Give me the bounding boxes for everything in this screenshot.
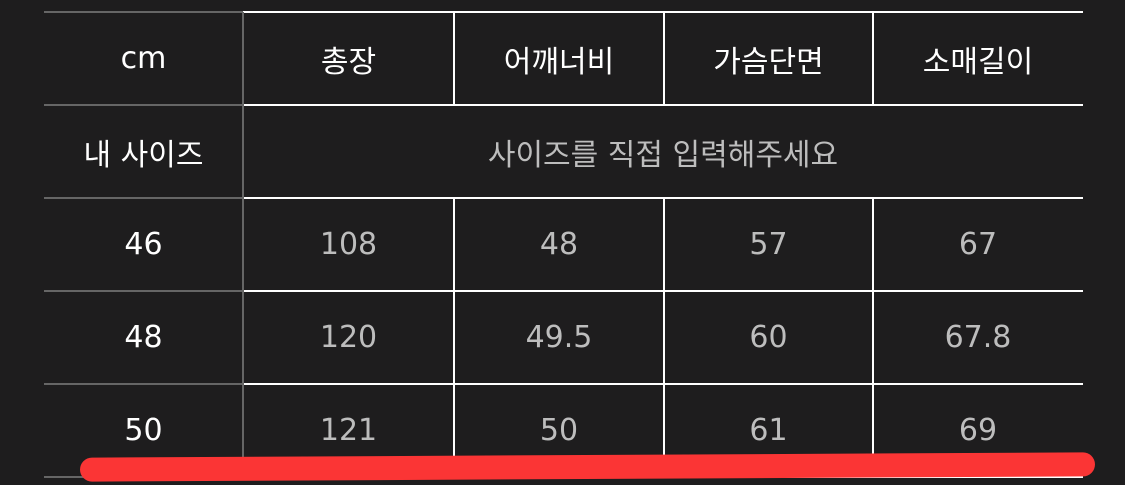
- divider: [872, 198, 874, 477]
- size-value: 50: [539, 413, 579, 448]
- divider: [44, 383, 243, 385]
- size-value: 67.8: [944, 320, 1012, 355]
- my-size-input[interactable]: 사이즈를 직접 입력해주세요: [487, 137, 839, 173]
- divider: [453, 198, 455, 477]
- size-value: 48: [539, 227, 579, 262]
- size-value: 57: [749, 227, 788, 262]
- divider: [242, 12, 244, 477]
- divider: [872, 12, 874, 105]
- divider: [663, 198, 665, 477]
- size-value: 108: [319, 227, 378, 262]
- divider: [44, 290, 243, 292]
- size-label: 48: [124, 320, 163, 355]
- column-header: 어깨너비: [503, 44, 615, 80]
- size-value: 67: [958, 227, 998, 262]
- column-header: 총장: [320, 44, 377, 80]
- size-value: 121: [319, 413, 378, 448]
- size-value: 120: [319, 320, 378, 355]
- size-value: 69: [958, 413, 998, 448]
- size-value: 60: [749, 320, 788, 355]
- size-label: 46: [124, 227, 163, 262]
- divider: [44, 197, 243, 199]
- size-value: 61: [749, 413, 788, 448]
- divider: [663, 12, 665, 105]
- size-value: 49.5: [525, 320, 593, 355]
- column-header: 가슴단면: [713, 44, 824, 80]
- corner-label: cm: [120, 41, 167, 76]
- divider: [44, 104, 243, 106]
- my-size-label: 내 사이즈: [83, 137, 204, 173]
- column-header: 소매길이: [922, 44, 1034, 80]
- divider: [453, 12, 455, 105]
- divider: [243, 104, 1083, 106]
- size-label: 50: [124, 413, 163, 448]
- divider: [44, 11, 243, 13]
